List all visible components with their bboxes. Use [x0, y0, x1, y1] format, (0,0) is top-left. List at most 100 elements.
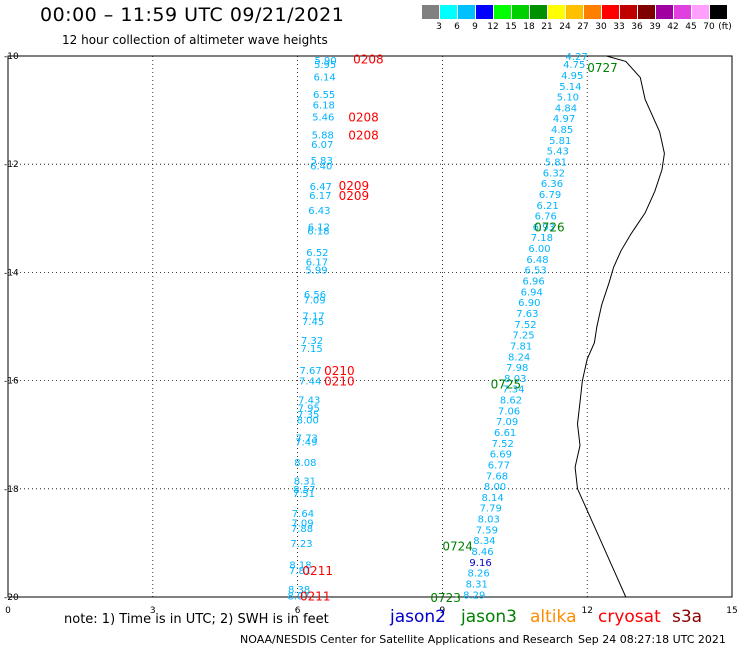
swh-label: 6.36 [541, 179, 563, 190]
swh-label: 7.88 [291, 524, 313, 535]
coastline [574, 55, 665, 598]
swh-label: 8.03 [504, 374, 526, 385]
swh-label: 7.52 [514, 320, 536, 331]
y-tick-label: -20 [4, 593, 19, 603]
swh-label: 8.46 [471, 547, 493, 558]
pass-time-label: 0727 [587, 61, 618, 75]
legend-label: 30 [595, 22, 607, 32]
swh-label: 6.07 [311, 140, 333, 151]
swh-label: 6.21 [537, 201, 559, 212]
pass-time-label: 0724 [442, 540, 473, 554]
swh-label: 6.77 [488, 460, 510, 471]
pass-time-label: 0208 [348, 128, 379, 142]
x-tick-label: 9 [440, 606, 446, 616]
swh-label: 8.24 [508, 352, 530, 363]
swh-label: 6.69 [490, 450, 512, 461]
legend-swatch [530, 5, 548, 19]
swh-label: 7.95 [298, 404, 320, 415]
swh-label: 7.35 [297, 410, 319, 421]
swh-label: 7.18 [531, 233, 553, 244]
legend-label: 45 [685, 22, 697, 32]
y-tick-label: -12 [4, 160, 19, 170]
swh-label: 7.45 [302, 317, 324, 328]
wave-labels: 5.905.956.146.556.185.465.886.075.836.40… [287, 52, 617, 605]
swh-label: 7.09 [303, 295, 325, 306]
swh-label: 8.31 [294, 477, 316, 488]
swh-label: 8.14 [481, 493, 503, 504]
satellite-s3a: s3a [672, 607, 703, 627]
swh-label: 5.43 [547, 147, 569, 158]
swh-label: 6.43 [308, 206, 330, 217]
plot-border [7, 55, 733, 598]
x-tick-label: 3 [150, 606, 156, 616]
pass-time-label: 0723 [430, 591, 461, 605]
swh-label: 7.09 [291, 518, 313, 529]
legend-swatch [674, 5, 692, 19]
swh-label: 7.43 [298, 396, 320, 407]
swh-label: 8.08 [294, 458, 316, 469]
swh-label: 6.55 [313, 90, 335, 101]
swh-label: 7.17 [302, 312, 324, 323]
swh-label: 6.17 [306, 258, 328, 269]
legend-label: 3 [436, 22, 442, 32]
legend-label: 39 [649, 22, 661, 32]
x-tick-label: 0 [5, 606, 11, 616]
swh-label: 5.46 [312, 113, 334, 124]
legend-swatch [638, 5, 656, 19]
grid-lines [8, 56, 732, 597]
swh-label: 5.99 [305, 266, 327, 277]
swh-label: 5.81 [549, 136, 571, 147]
swh-label: 8.34 [473, 536, 495, 547]
swh-label: 8.07 [287, 591, 309, 602]
legend-swatch [602, 5, 620, 19]
swh-label: 7.25 [512, 331, 534, 342]
legend-label: 9 [472, 22, 478, 32]
swh-label: 6.47 [310, 182, 332, 193]
swh-label: 6.32 [543, 168, 565, 179]
swh-label: 8.31 [466, 579, 488, 590]
legend-label: 70 [703, 22, 715, 32]
coastline-path [574, 55, 665, 598]
swh-label: 7.06 [498, 406, 520, 417]
legend-swatch [620, 5, 638, 19]
pass-time-label: 0210 [324, 375, 355, 389]
swh-label: 8.62 [500, 396, 522, 407]
pass-time-label: 0209 [339, 179, 370, 193]
swh-label: 6.17 [309, 191, 331, 202]
legend-label: 24 [559, 22, 571, 32]
swh-label: 6.96 [523, 277, 545, 288]
swh-label: 7.64 [292, 509, 314, 520]
swh-label: 7.52 [492, 439, 514, 450]
x-tick-label: 15 [726, 606, 737, 616]
swh-label: 5.90 [314, 56, 336, 67]
y-tick-label: -16 [4, 377, 19, 387]
swh-label: 6.12 [308, 222, 330, 233]
legend-label: 6 [454, 22, 460, 32]
swh-label: 7.59 [476, 525, 498, 536]
swh-label: 5.95 [314, 60, 336, 71]
swh-label: 8.38 [288, 585, 310, 596]
legend-swatch [422, 5, 440, 19]
swh-label: 8.00 [484, 482, 506, 493]
legend-label: 42 [667, 22, 679, 32]
swh-label: 4.97 [553, 114, 575, 125]
swh-label: 5.10 [557, 93, 579, 104]
pass-time-label: 0210 [324, 364, 355, 378]
axis-ticks: 0 3 6 9 12 15 -10 -12 -14 -16 -18 -20 [4, 52, 738, 616]
swh-label: 7.32 [301, 336, 323, 347]
swh-label: 7.09 [496, 417, 518, 428]
x-tick-label: 12 [581, 606, 592, 616]
legend-swatch [656, 5, 674, 19]
swh-label: 8.03 [478, 515, 500, 526]
swh-label: 6.94 [521, 287, 543, 298]
swh-label: 6.00 [528, 244, 550, 255]
swh-label: 7.81 [510, 341, 532, 352]
satellite-cryosat: cryosat [598, 607, 661, 627]
legend-swatch [692, 5, 710, 19]
satellite-jason2: jason2 [390, 607, 446, 627]
swh-label: 7.23 [290, 539, 312, 550]
swh-label: 8.57 [293, 485, 315, 496]
swh-label: 6.18 [307, 227, 329, 238]
swh-label: 6.48 [526, 255, 548, 266]
